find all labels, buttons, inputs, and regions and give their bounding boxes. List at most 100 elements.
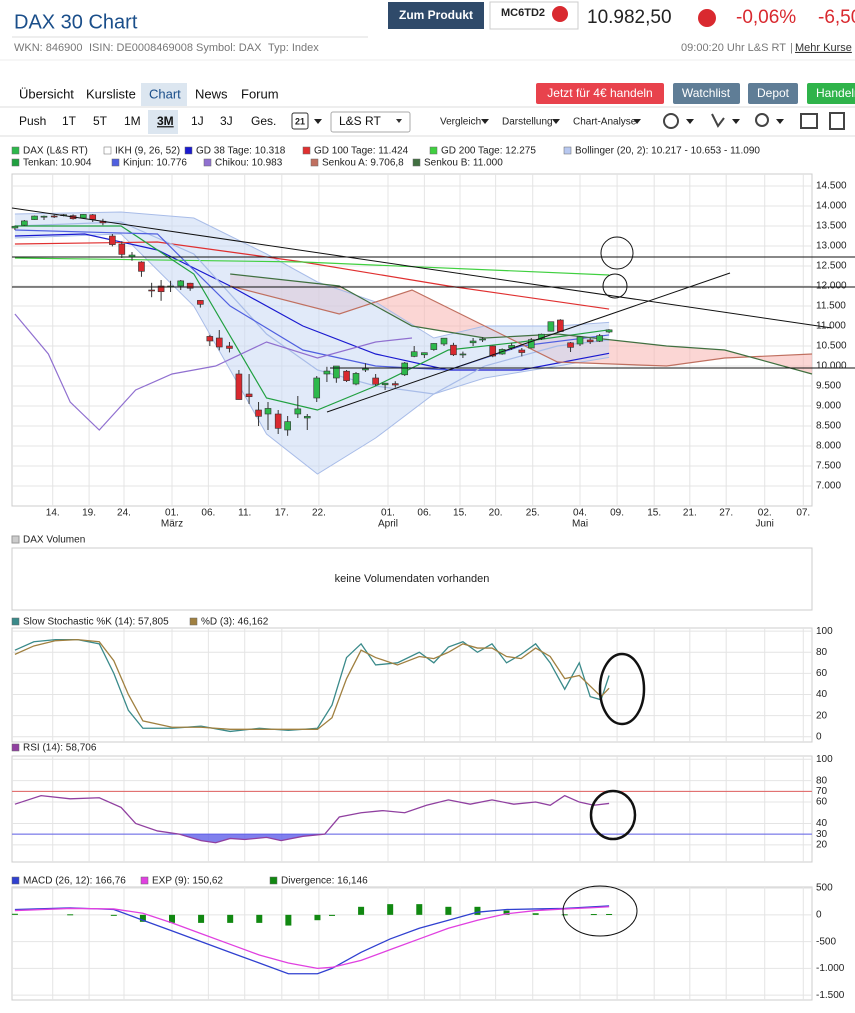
candle-body — [197, 300, 204, 305]
legend-label: Bollinger (20, 2): 10.217 - 10.653 - 11.… — [575, 146, 760, 157]
nav-tab[interactable]: Kursliste — [86, 86, 136, 101]
y-tick-label: 14.000 — [816, 201, 847, 212]
x-tick-label: 07. — [796, 508, 810, 519]
candle-body — [391, 383, 399, 386]
x-tick-label: 25. — [526, 508, 540, 519]
legend-label: Slow Stochastic %K (14): 57,805 — [23, 617, 169, 628]
candle-body — [284, 421, 291, 431]
info-wkn: WKN: 846900 — [14, 42, 82, 54]
button-label[interactable]: Watchlist — [682, 86, 731, 100]
legend-swatch — [103, 146, 112, 155]
button-label[interactable]: Handeln — [816, 86, 855, 100]
candle-body — [274, 413, 282, 429]
period[interactable]: 3J — [220, 114, 233, 128]
legend-label: Tenkan: 10.904 — [23, 158, 92, 169]
product-button-label[interactable]: Zum Produkt — [399, 8, 473, 22]
period[interactable]: 1M — [124, 114, 141, 128]
period[interactable]: Ges. — [251, 114, 276, 128]
candle-body — [440, 337, 448, 345]
legend-swatch — [11, 535, 20, 544]
button-label[interactable]: Jetzt für 4€ handeln — [547, 86, 652, 100]
divergence-bar — [139, 914, 146, 922]
product-button[interactable] — [388, 2, 484, 29]
zoom-icon[interactable] — [755, 113, 769, 127]
candle-body — [557, 319, 564, 332]
legend-label: IKH (9, 26, 52) — [115, 146, 180, 157]
draw-icon[interactable] — [711, 113, 725, 128]
active-period — [148, 110, 178, 134]
period[interactable]: Push — [19, 114, 46, 128]
y-tick-label: 11.500 — [816, 301, 846, 312]
menu-label[interactable]: Chart-Analyse — [573, 117, 637, 128]
ichimoku-cloud — [230, 274, 812, 374]
period[interactable]: 5T — [93, 114, 108, 128]
menu-label[interactable]: Vergleich — [440, 117, 481, 128]
legend-label: Chikou: 10.983 — [215, 158, 283, 169]
y-tick-label: 9.000 — [816, 401, 841, 412]
y-tick-label: 7.000 — [816, 481, 841, 492]
bollinger-lower — [14, 233, 610, 475]
x-tick-label: 01. — [381, 508, 395, 519]
save-icon[interactable] — [829, 112, 845, 130]
calendar-icon[interactable] — [291, 112, 309, 130]
month-label: Juni — [756, 519, 774, 530]
candle-body — [11, 225, 19, 229]
drawn-circle — [562, 885, 638, 937]
bollinger-band — [14, 212, 610, 474]
candle-body — [21, 220, 28, 226]
drawn-trendline — [11, 207, 833, 329]
candle-body — [567, 342, 574, 348]
candle-body — [215, 337, 223, 348]
calendar-day[interactable]: 21 — [295, 116, 305, 126]
button-label[interactable]: Depot — [757, 86, 790, 100]
y-tick-label: 10.500 — [816, 341, 847, 352]
line-series — [14, 313, 413, 431]
drawn-circle — [589, 789, 637, 841]
sep: | — [790, 42, 793, 54]
change-abs: -6,50 — [818, 7, 855, 28]
volume-title: DAX Volumen — [23, 535, 85, 546]
legend-label: EXP (9): 150,62 — [152, 876, 223, 887]
print-icon[interactable] — [800, 113, 818, 129]
legend-swatch — [269, 876, 278, 885]
legend-swatch — [203, 158, 212, 167]
x-tick-label: 27. — [719, 508, 733, 519]
legend-swatch — [302, 146, 311, 155]
plot-area — [11, 755, 813, 863]
y-tick-label: 40 — [816, 818, 828, 829]
divergence-bar — [256, 914, 263, 923]
divergence-bar — [67, 914, 74, 916]
candle-body — [343, 370, 350, 381]
nav-tab[interactable]: News — [195, 86, 228, 101]
period[interactable]: 1T — [62, 114, 77, 128]
period[interactable]: 3M — [157, 114, 174, 128]
caret — [686, 119, 694, 124]
caret — [633, 119, 641, 124]
source-label[interactable]: L&S RT — [339, 114, 381, 128]
legend-label: GD 200 Tage: 12.275 — [441, 146, 536, 157]
source-select[interactable] — [330, 111, 411, 133]
drawn-trendline — [326, 272, 731, 413]
legend-swatch — [189, 617, 198, 626]
y-tick-label: 20 — [816, 840, 828, 851]
y-tick-label: 7.500 — [816, 461, 841, 472]
y-tick-label: 14.500 — [816, 181, 847, 192]
nav-tab[interactable]: Chart — [149, 86, 181, 101]
watchlist-button[interactable] — [673, 83, 740, 104]
period[interactable]: 1J — [191, 114, 204, 128]
caret — [481, 119, 489, 124]
nav-tab[interactable]: Forum — [241, 86, 279, 101]
trade-button[interactable] — [536, 83, 664, 104]
settings-icon[interactable] — [663, 113, 679, 129]
handeln-button[interactable] — [807, 83, 855, 104]
menu-label[interactable]: Darstellung — [502, 117, 553, 128]
x-tick-label: 17. — [275, 508, 289, 519]
candle-body — [138, 261, 145, 272]
candle-body — [605, 329, 613, 333]
depot-button[interactable] — [748, 83, 798, 104]
product-code[interactable]: MC6TD2 — [501, 7, 545, 19]
caret — [732, 119, 740, 124]
more-link[interactable]: Mehr Kurse — [795, 42, 852, 54]
nav-tab[interactable]: Übersicht — [19, 86, 74, 101]
drawn-circle — [602, 273, 628, 299]
